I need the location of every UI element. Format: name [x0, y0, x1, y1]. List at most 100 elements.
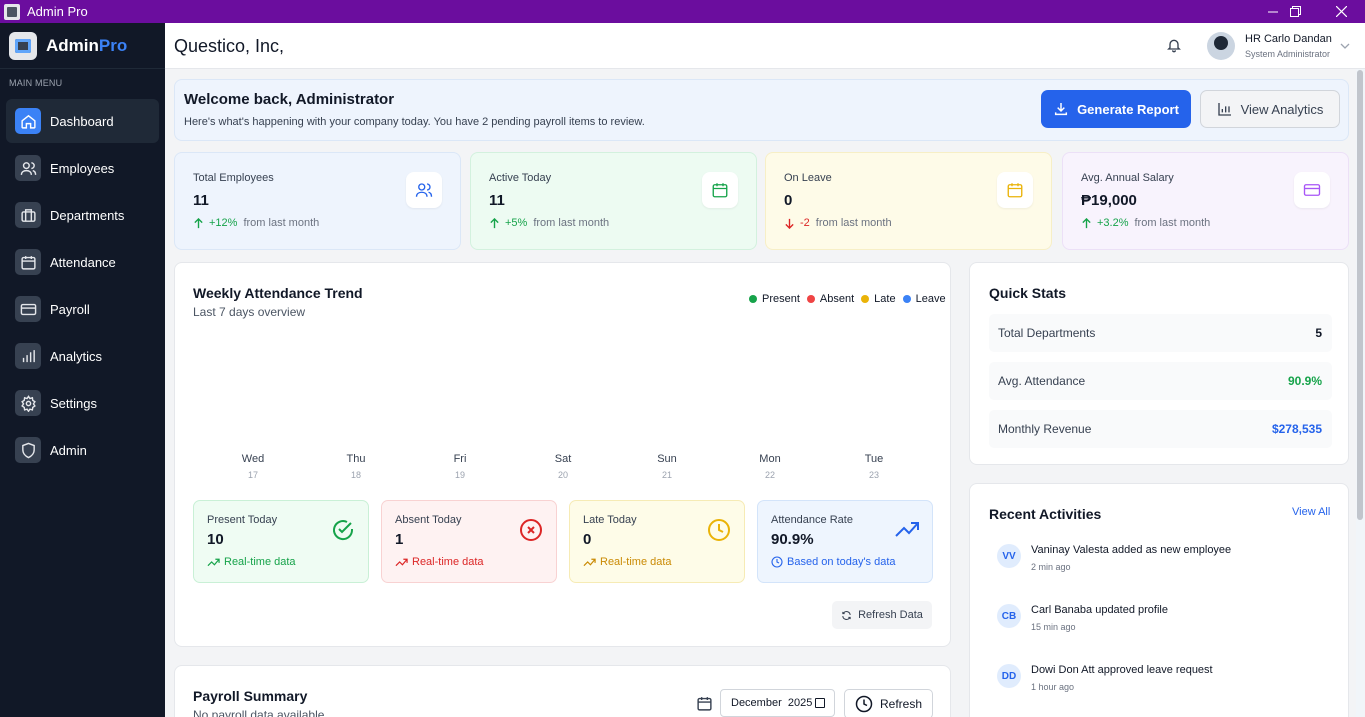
sidebar-item-admin[interactable]: Admin	[6, 428, 159, 472]
bar-chart-icon	[15, 343, 41, 369]
quick-stat-value: 90.9%	[1287, 374, 1322, 388]
quick-stat-label: Total Departments	[998, 326, 1096, 340]
card-value: 10	[207, 531, 224, 548]
stat-change-value: +12%	[209, 217, 238, 229]
day-column: Fri 19	[440, 453, 480, 480]
activity-time: 1 hour ago	[1031, 682, 1075, 692]
day-name: Sun	[657, 453, 677, 465]
stat-change: -2 from last month	[784, 217, 892, 229]
activity-text: Vaninay Valesta added as new employee	[1031, 544, 1232, 556]
attendance-title: Weekly Attendance Trend	[193, 285, 363, 301]
card-footer-text: Real-time data	[224, 556, 296, 568]
day-name: Mon	[759, 453, 781, 465]
legend-label: Absent	[819, 293, 855, 305]
trend-up-icon	[395, 558, 408, 567]
arrow-up-icon	[490, 217, 499, 228]
card-footer-text: Real-time data	[412, 556, 484, 568]
payroll-subtitle: No payroll data available	[193, 708, 325, 717]
stat-card-on-leave: On Leave 0 -2 from last month	[765, 152, 1052, 250]
calendar-icon[interactable]	[815, 698, 825, 708]
day-name: Thu	[346, 453, 366, 465]
card-footer: Real-time data	[207, 556, 296, 568]
minimize-button[interactable]	[1250, 0, 1296, 23]
sidebar-item-employees[interactable]: Employees	[6, 146, 159, 190]
stat-change-suffix: from last month	[1134, 217, 1211, 229]
day-column: Tue 23	[854, 453, 894, 480]
day-date: 22	[764, 470, 775, 480]
avatar[interactable]	[1207, 32, 1235, 60]
sidebar: Admin Pro MAIN MENU Dashboard Employees D…	[0, 23, 165, 717]
month-picker[interactable]: December 2025	[720, 689, 835, 717]
user-role: System Administrator	[1245, 49, 1331, 59]
view-analytics-button[interactable]: View Analytics	[1200, 90, 1340, 128]
welcome-banner: Welcome back, Administrator Here's what'…	[174, 79, 1349, 141]
card-label: Late Today	[583, 514, 637, 526]
refresh-data-button[interactable]: Refresh Data	[832, 601, 932, 629]
legend-dot-absent	[806, 295, 815, 303]
day-name: Tue	[864, 453, 884, 465]
day-date: 21	[661, 470, 672, 480]
window-title: Admin Pro	[27, 4, 88, 19]
sidebar-item-attendance[interactable]: Attendance	[6, 240, 159, 284]
bell-icon[interactable]	[1166, 37, 1182, 53]
quick-stat-value: $278,535	[1271, 422, 1322, 436]
card-label: Present Today	[207, 514, 278, 526]
sidebar-section-label: MAIN MENU	[9, 78, 63, 88]
stat-change: +12% from last month	[193, 217, 319, 229]
quick-stat-label: Monthly Revenue	[998, 422, 1092, 436]
attendance-subtitle: Last 7 days overview	[193, 305, 306, 319]
brand-logo-icon	[9, 31, 37, 60]
brand: Admin Pro	[0, 23, 165, 69]
sidebar-item-settings[interactable]: Settings	[6, 381, 159, 425]
sidebar-item-label: Payroll	[50, 301, 90, 317]
window-titlebar: Admin Pro	[0, 0, 1365, 23]
payroll-refresh-label: Refresh	[879, 697, 923, 711]
stat-label: Avg. Annual Salary	[1081, 172, 1174, 184]
x-circle-icon	[520, 519, 542, 541]
sidebar-item-dashboard[interactable]: Dashboard	[6, 99, 159, 143]
minimize-icon	[1268, 11, 1278, 12]
card-value: 1	[395, 531, 404, 548]
sidebar-item-departments[interactable]: Departments	[6, 193, 159, 237]
restore-button[interactable]	[1272, 0, 1318, 23]
day-column: Sat 20	[543, 453, 583, 480]
legend-label: Late	[874, 293, 896, 305]
payroll-summary-panel: Payroll Summary No payroll data availabl…	[174, 665, 951, 717]
arrow-up-icon	[194, 217, 203, 228]
quick-stat-row: Avg. Attendance 90.9%	[989, 362, 1332, 400]
stat-change-value: -2	[800, 217, 810, 229]
calendar-icon	[697, 697, 712, 711]
payroll-refresh-button[interactable]: Refresh	[844, 689, 933, 717]
stat-change-value: +5%	[505, 217, 528, 229]
close-button[interactable]	[1318, 0, 1364, 23]
attendance-panel: Weekly Attendance Trend Last 7 days over…	[174, 262, 951, 647]
stat-card-active-today: Active Today 11 +5% from last month	[470, 152, 757, 250]
trend-up-icon	[583, 558, 596, 567]
sidebar-item-label: Departments	[50, 207, 125, 223]
sidebar-item-label: Employees	[50, 160, 115, 176]
calendar-icon	[702, 172, 738, 208]
view-analytics-label: View Analytics	[1240, 101, 1324, 117]
sidebar-item-payroll[interactable]: Payroll	[6, 287, 159, 331]
quick-stats-panel: Quick Stats Total Departments 5 Avg. Att…	[969, 262, 1349, 465]
view-all-link[interactable]: View All	[1292, 506, 1331, 518]
quick-stats-title: Quick Stats	[989, 285, 1067, 301]
sidebar-item-analytics[interactable]: Analytics	[6, 334, 159, 378]
stat-change-suffix: from last month	[533, 217, 610, 229]
generate-report-button[interactable]: Generate Report	[1041, 90, 1191, 128]
scrollbar-thumb[interactable]	[1357, 70, 1363, 520]
card-label: Absent Today	[395, 514, 462, 526]
card-value: 90.9%	[771, 531, 814, 548]
stat-change: +5% from last month	[489, 217, 609, 229]
brand-accent: Pro	[98, 35, 128, 55]
recent-activities-title: Recent Activities	[989, 506, 1102, 522]
check-circle-icon	[333, 520, 354, 541]
chevron-down-icon[interactable]	[1340, 41, 1350, 51]
stat-change-suffix: from last month	[815, 217, 892, 229]
user-name: HR Carlo Dandan	[1245, 33, 1332, 45]
card-footer-text: Real-time data	[600, 556, 672, 568]
card-footer: Based on today's data	[771, 556, 896, 568]
users-icon	[15, 155, 41, 181]
quick-stat-row: Total Departments 5	[989, 314, 1332, 352]
stat-value: 0	[784, 192, 793, 209]
